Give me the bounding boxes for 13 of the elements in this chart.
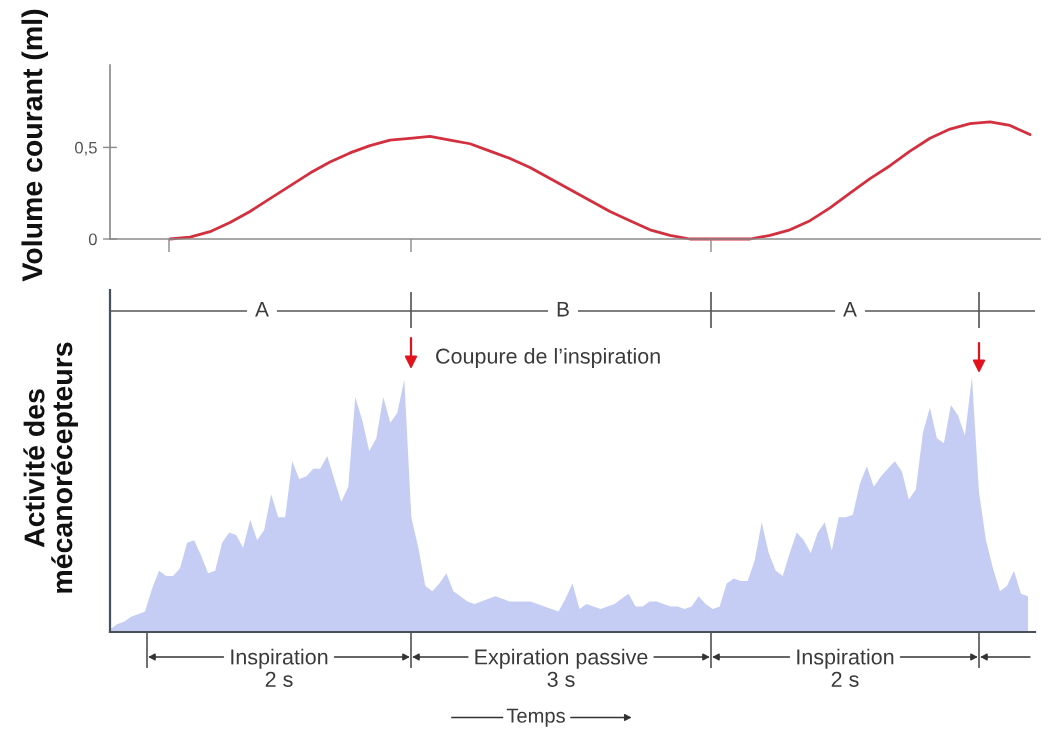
text: A: [843, 302, 857, 317]
line-series: [168, 120, 1032, 241]
y-axis-title: Volume courant (ml): [21, 9, 48, 282]
text: Inspiration 2 s: [797, 648, 894, 687]
text: Inspiration 2 s: [231, 648, 328, 687]
text: Coupure de l’inspiration: [436, 347, 660, 369]
y-axis-title: Activité des mécanorécepteurs: [23, 342, 78, 593]
text: Expiration passive 3 s: [475, 648, 648, 687]
text: A: [255, 302, 269, 317]
text: B: [557, 302, 569, 317]
x-axis-title: Temps: [506, 708, 565, 727]
y-tick-label: 0: [88, 233, 97, 246]
y-tick-label: 0,5: [74, 141, 97, 156]
